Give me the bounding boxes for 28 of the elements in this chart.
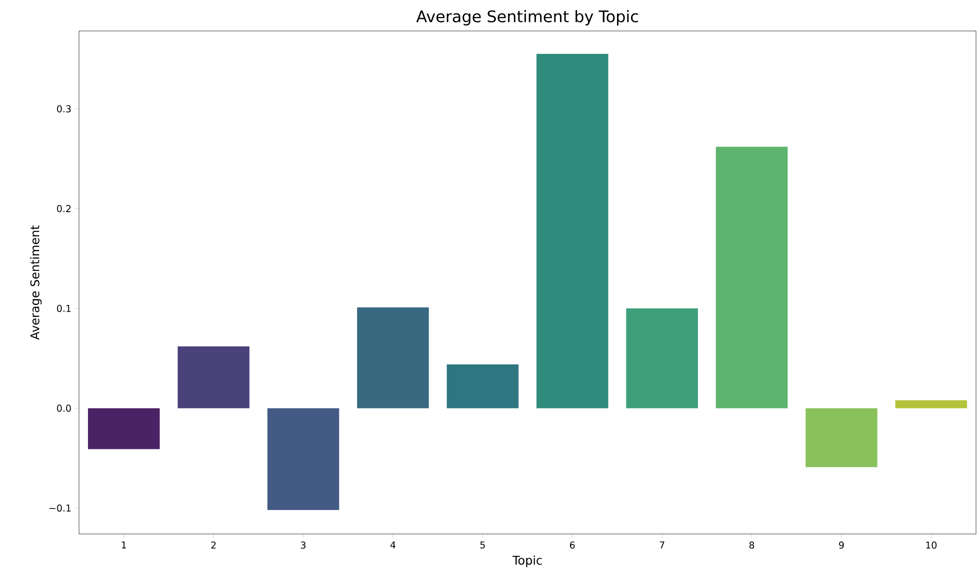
bar [895,400,968,408]
y-tick-label: 0.3 [57,105,71,112]
x-tick-label: 1 [122,542,126,548]
x-tick-label: 4 [390,542,396,548]
x-tick-label: 6 [570,542,575,549]
x-tick-label: 3 [300,542,306,549]
bar [357,307,429,408]
x-tick-label: 10 [926,542,937,549]
y-tick-label: 0.2 [57,205,71,212]
bar [626,308,698,408]
bar [536,54,608,408]
y-tick-label: −0.1 [50,504,71,512]
y-tick-label: 0.1 [57,304,71,312]
x-axis-title: Topic [512,556,542,568]
bar [716,146,788,408]
bar [267,408,340,510]
x-tick-label: 5 [480,542,485,549]
y-axis-title: Average Sentiment [30,225,42,340]
x-tick-label: 9 [839,542,844,549]
x-tick-label: 8 [749,542,754,549]
x-tick-label: 2 [211,542,216,549]
chart-title: Average Sentiment by Topic [416,10,638,26]
bar [806,408,878,468]
y-tick-label: 0.0 [57,404,71,412]
bar [446,364,519,408]
bar [178,346,250,408]
x-tick-label: 7 [660,542,664,548]
bar [88,408,160,450]
